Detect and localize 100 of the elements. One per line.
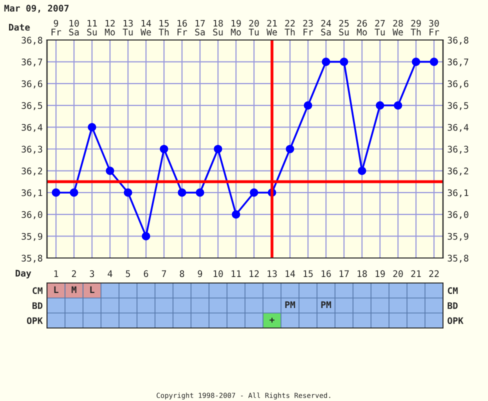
text: L <box>90 286 94 293</box>
x-tick-label: 30 Fr <box>429 20 440 36</box>
x-tick-label: 29 Th <box>410 20 421 36</box>
x-tick-label: 16 Fr <box>178 20 188 36</box>
x-tick-label: 13 Tu <box>122 20 133 36</box>
x-tick-label: 26 Mo <box>356 20 367 36</box>
x-tick-label: 23 Fr <box>303 20 314 36</box>
y-tick-label: CM <box>32 287 42 294</box>
point <box>358 166 366 175</box>
chart-title: Mar 09, 2007 <box>4 4 69 13</box>
x-tick-label: 12 <box>250 270 259 277</box>
y2-tick-label: 35,9 <box>448 232 468 241</box>
point <box>178 188 186 197</box>
y2-tick-label: BD <box>448 302 458 309</box>
point <box>88 123 96 132</box>
y2-tick-label: 36,8 <box>448 36 468 45</box>
point <box>196 188 204 197</box>
x-tick-label: 27 Tu <box>374 20 385 36</box>
point <box>106 166 114 175</box>
x-tick-label: 20 Tu <box>248 20 259 36</box>
y2-tick-label: 36,1 <box>448 189 468 198</box>
x-tick-label: 18 Su <box>213 20 223 36</box>
point <box>232 210 240 219</box>
x-tick-label: 9 <box>198 270 202 278</box>
x-tick-label: 24 Sa <box>321 20 332 36</box>
y-tick-label: 35,9 <box>22 232 42 241</box>
text: + <box>270 318 274 323</box>
text: L <box>54 286 58 293</box>
y2-tick-label: 35,8 <box>448 254 468 263</box>
x-tick-label: 7 <box>162 270 166 277</box>
x-tick-label: 12 Mo <box>104 20 115 36</box>
point <box>250 188 258 197</box>
x-tick-label: 19 Mo <box>230 20 241 36</box>
point <box>160 144 168 154</box>
y2-tick-label: 36,0 <box>448 211 468 220</box>
x-tick-label: 22 <box>429 270 439 277</box>
x-tick-label: 11 <box>232 270 241 277</box>
point <box>376 101 384 110</box>
x-tick-label: 21 <box>411 270 421 277</box>
y-tick-label: 36,2 <box>22 168 42 176</box>
y-tick-label: 36,8 <box>22 36 42 45</box>
x-axis-title: Date <box>9 24 30 31</box>
x-tick-label: 9 Fr <box>52 20 62 36</box>
x-tick-label: 17 <box>340 270 349 277</box>
y-tick-label: 36,6 <box>22 80 42 88</box>
x-tick-label: 15 <box>304 270 313 278</box>
x-tick-label: 28 We <box>392 20 403 36</box>
y2-tick-label: 36,7 <box>448 58 468 67</box>
y-tick-label: BD <box>32 302 42 309</box>
point <box>124 188 132 197</box>
x-tick-label: 3 <box>90 270 94 278</box>
point <box>412 58 420 66</box>
x-tick-label: 19 <box>376 270 385 278</box>
x-tick-label: 17 Sa <box>195 20 205 36</box>
y-tick-label: 35,8 <box>22 254 42 263</box>
point <box>322 58 330 66</box>
y-tick-label: 36,4 <box>22 124 42 132</box>
point <box>430 58 438 66</box>
y2-tick-label: 36,3 <box>448 146 468 154</box>
point <box>304 101 312 110</box>
x-tick-label: 15 Th <box>158 20 169 36</box>
x-tick-label: 16 <box>322 270 331 278</box>
y2-tick-label: 36,4 <box>448 124 468 132</box>
x-tick-label: 13 <box>268 270 277 278</box>
point <box>286 144 294 154</box>
x-tick-label: 8 <box>180 270 184 278</box>
x-tick-label: 14 We <box>140 20 152 36</box>
point <box>394 101 402 110</box>
x-tick-label: 21 We <box>266 20 277 36</box>
x-tick-label: 6 <box>144 270 148 278</box>
point <box>214 144 222 154</box>
x-tick-label: 10 <box>214 270 223 278</box>
x-tick-label: 2 <box>72 270 76 277</box>
y2-tick-label: 36,6 <box>448 80 468 88</box>
x-tick-label: 14 <box>286 270 296 277</box>
y2-tick-label: 36,2 <box>448 168 468 176</box>
point <box>142 232 150 240</box>
y-tick-label: 36,0 <box>22 211 42 220</box>
x-tick-label: 10 Sa <box>69 20 79 36</box>
x-tick-label: 4 <box>108 270 112 277</box>
y-tick-label: OPK <box>26 317 43 324</box>
point <box>52 188 60 197</box>
y2-tick-label: OPK <box>448 317 464 324</box>
text: M <box>72 286 76 293</box>
text: PM <box>285 301 296 308</box>
point <box>340 58 348 66</box>
y2-tick-label: CM <box>448 287 458 294</box>
y2-tick-label: 36,5 <box>448 102 468 110</box>
x-tick-label: 1 <box>54 270 58 277</box>
x-axis-title: Day <box>16 270 32 278</box>
y-tick-label: 36,5 <box>22 102 42 110</box>
x-tick-label: 5 <box>126 270 130 278</box>
point <box>70 188 78 197</box>
y-tick-label: 36,7 <box>22 58 42 67</box>
x-tick-label: 25 Su <box>339 20 349 36</box>
y-tick-label: 36,1 <box>22 189 42 198</box>
x-tick-label: 18 <box>358 270 367 278</box>
x-tick-label: 20 <box>393 270 403 278</box>
text: PM <box>321 301 332 308</box>
y-tick-label: 36,3 <box>22 146 42 154</box>
